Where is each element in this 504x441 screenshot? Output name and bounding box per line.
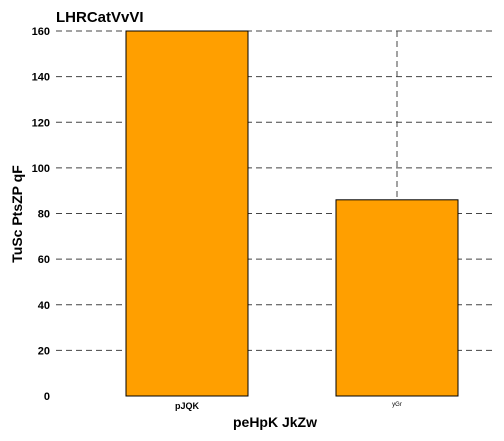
y-tick-label-160: 160	[32, 26, 50, 38]
y-tick-label-40: 40	[38, 300, 50, 312]
y-tick-label-120: 120	[32, 117, 50, 129]
y-tick-label-0: 0	[44, 391, 50, 403]
chart-title: LHRCatVvVI	[56, 9, 144, 26]
x-axis-ticks: pJQK yGr	[175, 401, 402, 411]
y-tick-label-80: 80	[38, 209, 50, 221]
y-tick-label-20: 20	[38, 345, 50, 357]
x-tick-label-yGr: yGr	[392, 402, 402, 408]
bar-pJQK	[125, 30, 249, 397]
bar-yGr	[335, 199, 459, 397]
y-axis-label: TuSc PtsZP qF	[9, 165, 25, 263]
x-axis-label: peHpK JkZw	[233, 414, 317, 430]
y-tick-label-100: 100	[32, 163, 50, 175]
y-axis-ticks: 0 20 40 60 80 100 120 140 160	[32, 26, 50, 403]
y-tick-label-60: 60	[38, 254, 50, 266]
bars	[125, 30, 459, 397]
x-tick-label-pJQK: pJQK	[175, 401, 200, 411]
y-tick-label-140: 140	[32, 72, 50, 84]
